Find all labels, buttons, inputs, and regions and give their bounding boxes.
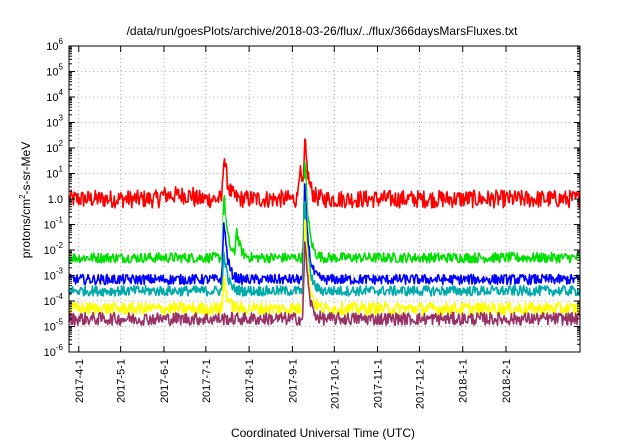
- y-tick-label-exponent: -4: [56, 292, 64, 301]
- y-tick-label-exponent: 6: [59, 37, 64, 46]
- y-axis-label-superscript: 2: [18, 194, 27, 199]
- y-tick-label-base: 10: [46, 118, 58, 130]
- y-tick-label-base: 10: [44, 220, 56, 232]
- y-axis-label-part: protons/cm: [19, 199, 33, 258]
- y-tick-label-base: 10: [46, 143, 58, 155]
- y-tick-label: 101: [46, 165, 63, 181]
- y-tick-label: 106: [46, 37, 63, 53]
- y-tick-label: 10-2: [44, 241, 64, 257]
- x-tick-label: 2017-11-1: [373, 359, 385, 408]
- series-line: [68, 219, 581, 316]
- y-axis-label: protons/cm2-s-sr-MeV: [18, 142, 33, 258]
- x-tick-label: 2017-4-1: [74, 359, 86, 403]
- y-tick-label: 10-3: [44, 267, 64, 283]
- y-tick-label-exponent: -3: [56, 267, 64, 276]
- y-tick-label: 10-1: [44, 216, 64, 232]
- y-tick-label-exponent: -1: [56, 216, 64, 225]
- chart-title: /data/run/goesPlots/archive/2018-03-26/f…: [127, 24, 519, 38]
- x-tick-label: 2018-2-1: [501, 359, 513, 403]
- axis-ticks: 10-610-510-410-310-210-11.01011021031041…: [44, 37, 580, 409]
- x-tick-label: 2017-7-1: [201, 359, 213, 403]
- x-axis-label: Coordinated Universal Time (UTC): [231, 426, 415, 440]
- y-axis-label-part: -s-sr-MeV: [19, 142, 33, 195]
- x-tick-label: 2018-1-1: [458, 359, 470, 403]
- y-tick-label: 1.0: [48, 194, 63, 206]
- y-tick-label-base: 10: [46, 41, 58, 53]
- series-line: [68, 241, 581, 327]
- y-tick-label-base: 10: [44, 271, 56, 283]
- y-tick-label-base: 10: [46, 67, 58, 79]
- y-tick-label-base: 10: [44, 245, 56, 257]
- y-tick-label: 10-6: [44, 343, 64, 359]
- y-tick-label-base: 10: [44, 322, 56, 334]
- y-tick-label-exponent: 1: [59, 165, 64, 174]
- x-tick-label: 2017-8-1: [244, 359, 256, 403]
- y-tick-label-base: 10: [44, 296, 56, 308]
- y-tick-label-exponent: 3: [59, 114, 64, 123]
- y-tick-label-exponent: -2: [56, 241, 64, 250]
- x-tick-label: 2017-12-1: [414, 359, 426, 409]
- y-tick-label-exponent: -5: [56, 318, 64, 327]
- x-tick-label: 2017-6-1: [159, 359, 171, 403]
- y-tick-label-base: 10: [46, 92, 58, 104]
- x-tick-label: 2017-5-1: [116, 359, 128, 403]
- y-tick-label-base: 10: [44, 347, 56, 359]
- y-tick-label-base: 10: [46, 169, 58, 181]
- y-tick-label: 10-5: [44, 318, 64, 334]
- y-tick-label: 105: [46, 63, 63, 79]
- series-line: [68, 161, 581, 264]
- series-line: [68, 200, 581, 297]
- x-tick-label: 2017-9-1: [287, 359, 299, 403]
- series-line: [68, 178, 581, 277]
- y-tick-label: 103: [46, 114, 63, 130]
- y-tick-label-exponent: -6: [56, 343, 64, 352]
- y-tick-label: 102: [46, 139, 63, 155]
- y-tick-label-exponent: 2: [59, 139, 64, 148]
- y-tick-label: 10-4: [44, 292, 64, 308]
- data-series: [68, 138, 581, 327]
- y-tick-label-exponent: 4: [59, 88, 64, 97]
- y-tick-label-exponent: 5: [59, 63, 64, 72]
- y-tick-label: 104: [46, 88, 63, 104]
- x-tick-label: 2017-10-1: [329, 359, 341, 409]
- series-line: [68, 183, 581, 286]
- series-line: [68, 138, 581, 209]
